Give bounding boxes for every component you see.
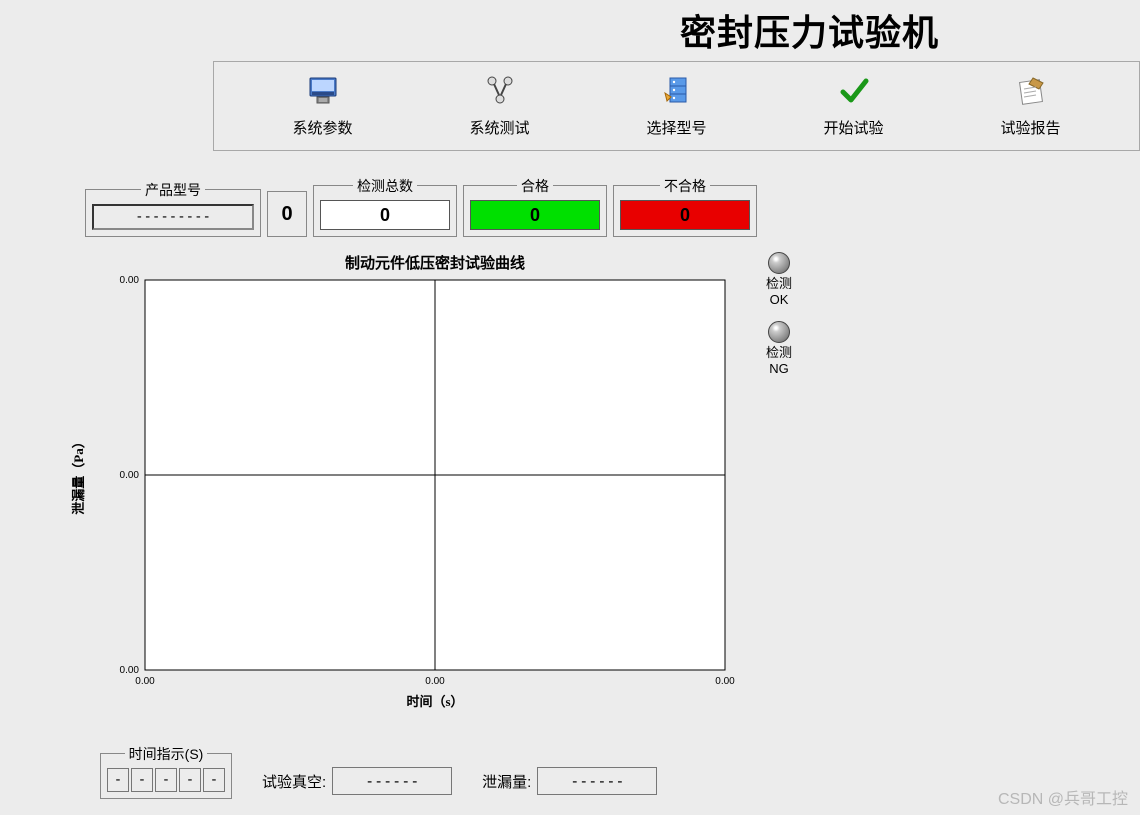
indicator-ng: 检测 NG — [766, 321, 792, 376]
svg-text:泄漏量（Pa）: 泄漏量（Pa） — [71, 435, 86, 514]
fail-label: 不合格 — [660, 176, 710, 196]
model-value: --------- — [92, 204, 254, 230]
leak-label: 泄漏量: — [482, 771, 531, 792]
svg-text:0.00: 0.00 — [425, 676, 445, 687]
time-cell: - — [107, 768, 129, 792]
svg-text:0.00: 0.00 — [120, 470, 140, 481]
vacuum-pair: 试验真空: ------ — [262, 767, 452, 795]
indicator-ng-label1: 检测 — [766, 345, 792, 361]
indicators: 检测 OK 检测 NG — [766, 252, 792, 376]
start-test-label: 开始试验 — [823, 117, 883, 138]
total-group: 检测总数 0 — [313, 185, 457, 237]
fail-group: 不合格 0 — [613, 185, 757, 237]
indicator-ok-label1: 检测 — [766, 276, 792, 292]
pass-group: 合格 0 — [463, 185, 607, 237]
bottom-row: 时间指示(S) ----- 试验真空: ------ 泄漏量: ------ — [100, 745, 657, 799]
indicator-ok-label2: OK — [770, 292, 789, 308]
svg-text:0.00: 0.00 — [135, 676, 155, 687]
leak-pair: 泄漏量: ------ — [482, 767, 657, 795]
stats-row: 产品型号 --------- 0 检测总数 0 合格 0 不合格 0 — [85, 177, 757, 237]
vacuum-label: 试验真空: — [262, 771, 326, 792]
time-cell: - — [155, 768, 177, 792]
watermark: CSDN @兵哥工控 — [998, 785, 1128, 809]
svg-text:0.00: 0.00 — [120, 665, 140, 676]
chart-area: 制动元件低压密封试验曲线0.000.000.000.000.000.00时间（s… — [65, 250, 765, 710]
select-model-button[interactable]: 选择型号 — [617, 75, 737, 138]
cabinet-icon — [661, 75, 693, 107]
sys-test-button[interactable]: 系统测试 — [440, 75, 560, 138]
single-count-box: 0 — [267, 191, 307, 237]
svg-text:制动元件低压密封试验曲线: 制动元件低压密封试验曲线 — [345, 254, 525, 272]
report-icon — [1015, 75, 1047, 107]
vacuum-value: ------ — [332, 767, 452, 795]
select-model-label: 选择型号 — [646, 117, 706, 138]
chart-svg: 制动元件低压密封试验曲线0.000.000.000.000.000.00时间（s… — [65, 250, 765, 710]
led-ng-icon — [768, 321, 790, 343]
pass-label: 合格 — [517, 176, 553, 196]
model-label: 产品型号 — [141, 180, 205, 200]
indicator-ok: 检测 OK — [766, 252, 792, 307]
report-button[interactable]: 试验报告 — [971, 75, 1091, 138]
check-icon — [838, 75, 870, 107]
time-label: 时间指示(S) — [125, 744, 208, 764]
fail-value: 0 — [620, 200, 750, 230]
svg-text:0.00: 0.00 — [715, 676, 735, 687]
indicator-ng-label2: NG — [769, 361, 789, 377]
sys-test-label: 系统测试 — [469, 117, 529, 138]
time-cell: - — [179, 768, 201, 792]
report-label: 试验报告 — [1000, 117, 1060, 138]
sys-params-label: 系统参数 — [292, 117, 352, 138]
time-cell: - — [203, 768, 225, 792]
led-ok-icon — [768, 252, 790, 274]
main-toolbar: 系统参数 系统测试 选择型号 — [213, 61, 1140, 151]
time-group: 时间指示(S) ----- — [100, 753, 232, 799]
model-group: 产品型号 --------- — [85, 189, 261, 237]
svg-text:0.00: 0.00 — [120, 275, 140, 286]
app-title: 密封压力试验机 — [680, 4, 939, 56]
leak-value: ------ — [537, 767, 657, 795]
time-cells: ----- — [107, 768, 225, 792]
time-cell: - — [131, 768, 153, 792]
sys-params-button[interactable]: 系统参数 — [263, 75, 383, 138]
svg-text:时间（s）: 时间（s） — [406, 694, 463, 709]
network-icon — [484, 75, 516, 107]
pass-value: 0 — [470, 200, 600, 230]
total-value: 0 — [320, 200, 450, 230]
monitor-icon — [307, 75, 339, 107]
total-label: 检测总数 — [353, 176, 417, 196]
start-test-button[interactable]: 开始试验 — [794, 75, 914, 138]
